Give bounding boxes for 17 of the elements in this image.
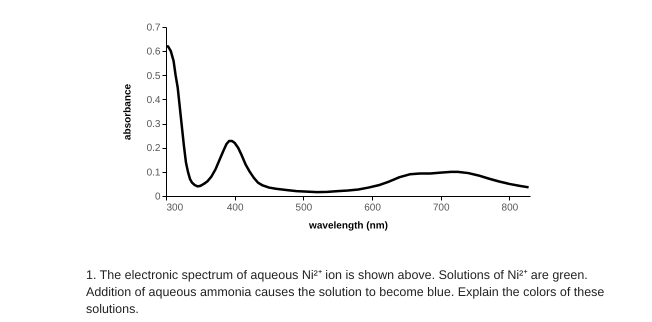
x-axis-title: wavelength (nm)	[308, 220, 388, 232]
y-tick-label: 0.2	[146, 143, 161, 154]
x-tick-label: 500	[296, 202, 313, 214]
x-tick-label: 800	[502, 202, 519, 214]
x-tick-label: 600	[364, 202, 382, 214]
y-tick-label: 0	[154, 192, 161, 202]
x-tick-label: 300	[166, 202, 184, 214]
y-tick-label: 0.6	[146, 46, 161, 58]
x-tick-label: 700	[432, 202, 450, 214]
y-tick-label: 0.7	[146, 22, 161, 34]
y-tick-label: 0.4	[146, 94, 161, 106]
text: 1. The electronic spectrum of aqueous Ni²⁺ ion is shown above. Solutions of Ni²⁺ are green. Addition of aqueous ammonia causes the solution to become blue. Explain the colors of these solutions.	[86, 268, 604, 316]
y-tick-label: 0.1	[146, 167, 161, 178]
y-tick-label: 0.3	[146, 119, 161, 130]
x-tick-label: 400	[226, 202, 244, 214]
y-axis-title: absorbance	[122, 84, 134, 140]
y-tick-label: 0.5	[146, 70, 161, 82]
